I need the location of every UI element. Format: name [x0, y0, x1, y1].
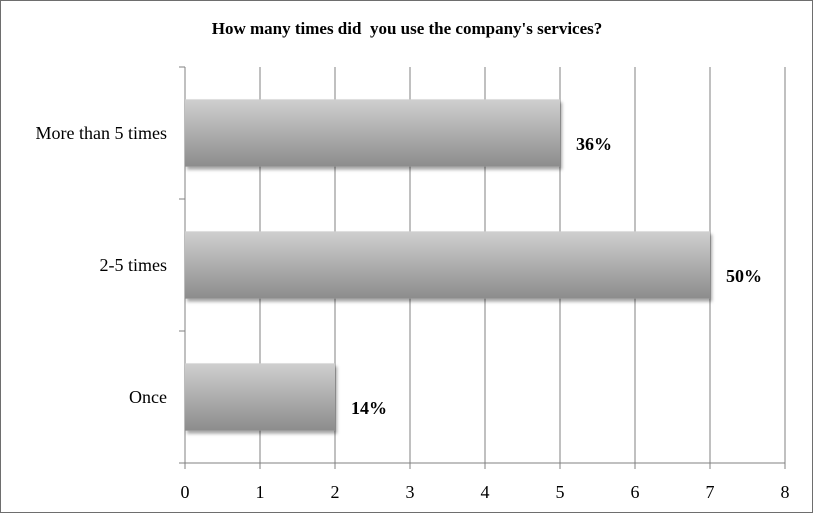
bar: [185, 363, 335, 431]
data-label: 14%: [351, 398, 387, 418]
x-tick-label: 5: [556, 482, 565, 502]
x-tick-label: 6: [631, 482, 640, 502]
bar: [185, 99, 560, 167]
data-label: 50%: [726, 266, 762, 286]
category-label: More than 5 times: [36, 123, 167, 143]
x-tick-label: 4: [481, 482, 490, 502]
x-tick-label: 3: [406, 482, 415, 502]
category-label: 2-5 times: [100, 255, 168, 275]
x-tick-label: 0: [181, 482, 190, 502]
x-tick-label: 8: [781, 482, 790, 502]
x-tick-label: 1: [256, 482, 265, 502]
x-tick-label: 7: [706, 482, 715, 502]
category-label: Once: [129, 387, 167, 407]
bars: [185, 99, 710, 431]
data-label: 36%: [576, 134, 612, 154]
bar: [185, 231, 710, 299]
labels: 0 1 2 3 4 5 6 7 8 More than 5 times 36% 2-5 times 50…: [36, 123, 790, 502]
x-tick-label: 2: [331, 482, 340, 502]
chart-title: How many times did you use the company's…: [212, 19, 603, 38]
